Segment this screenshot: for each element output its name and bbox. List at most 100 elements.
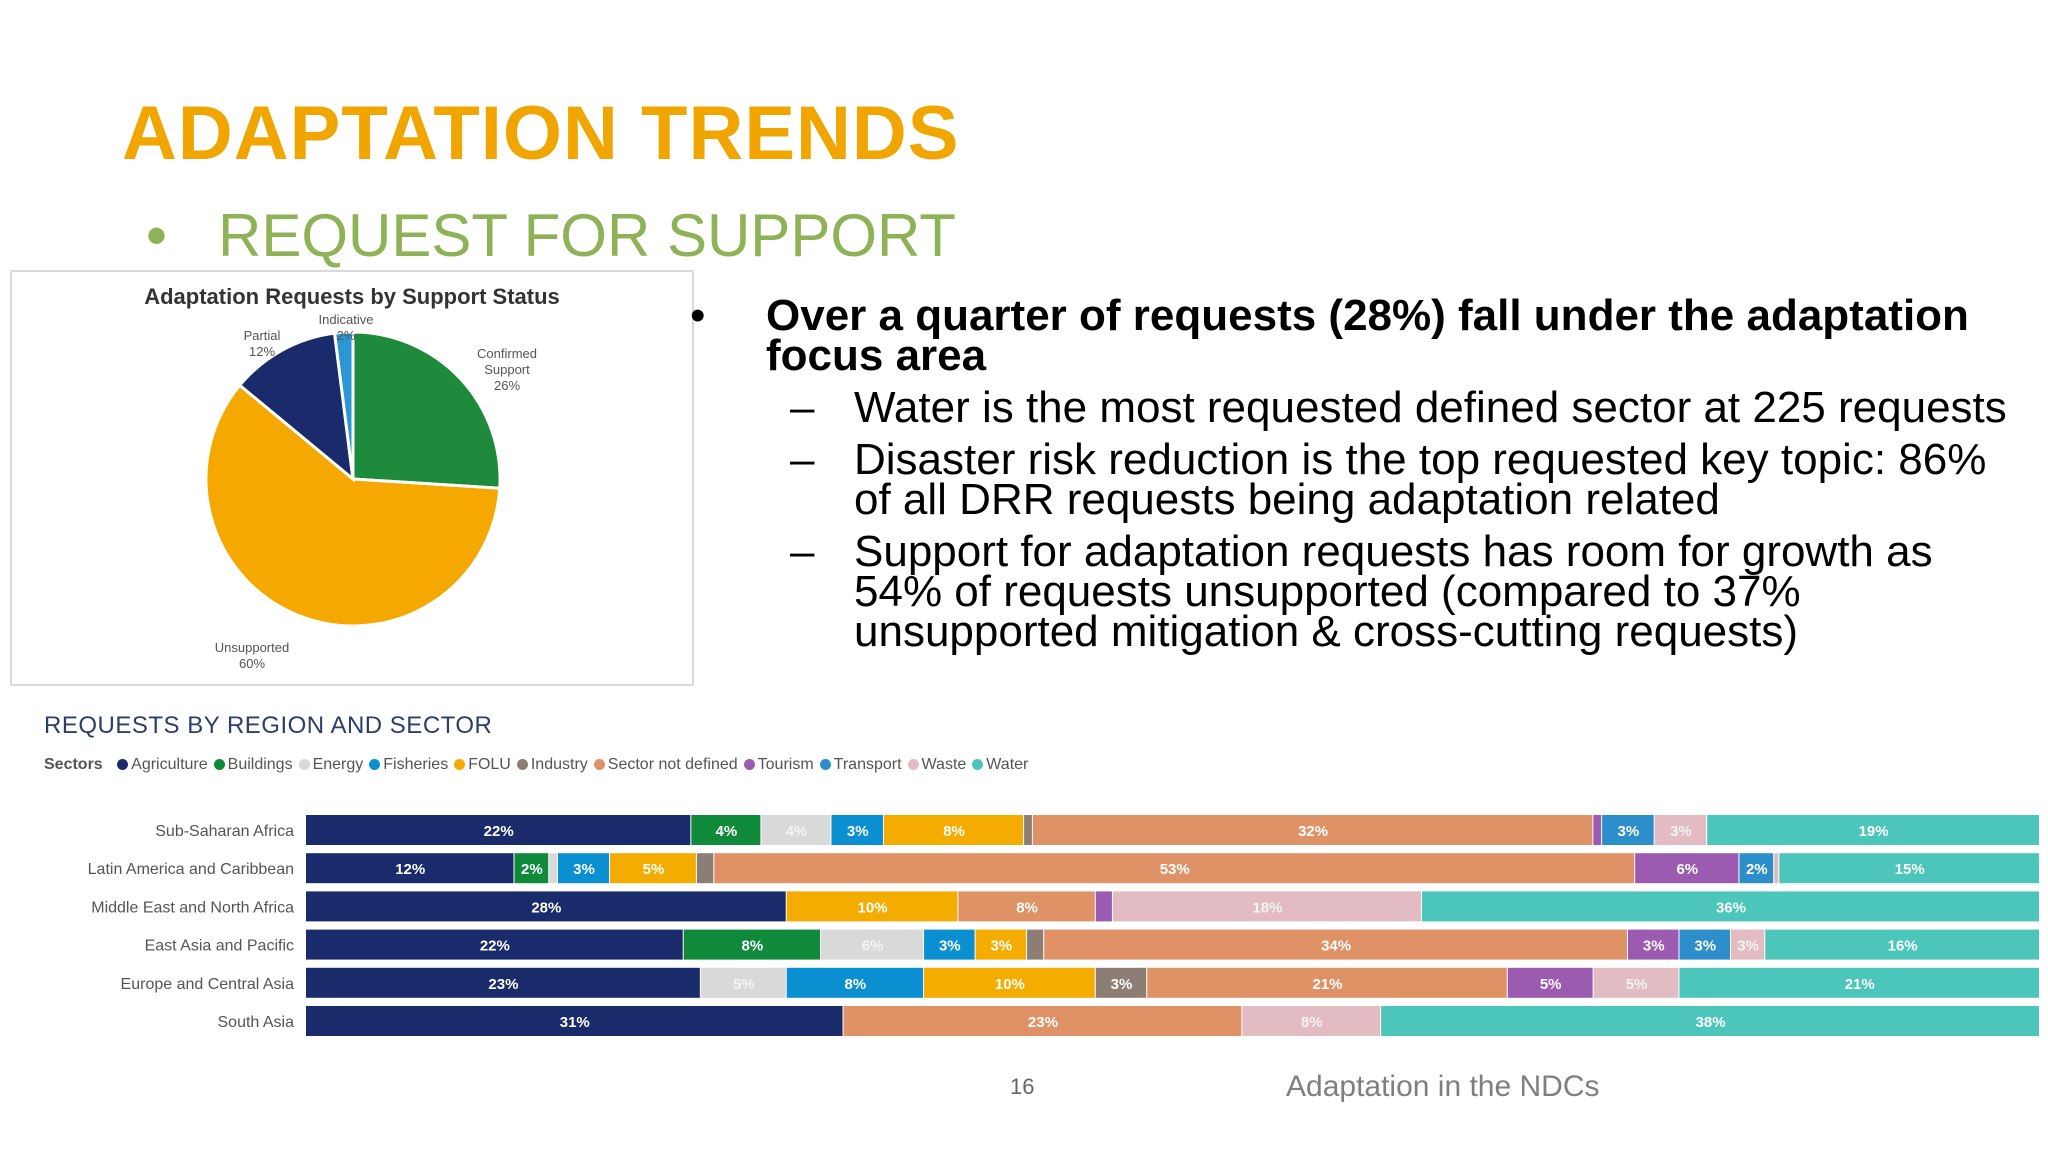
bar-segment xyxy=(1095,891,1112,922)
bar-data-label: 31% xyxy=(560,1014,590,1031)
legend-label: Buildings xyxy=(227,756,293,773)
pie-label-indicative: Indicative 2% xyxy=(296,312,396,344)
bar-data-label: 12% xyxy=(395,861,425,878)
bar-segment xyxy=(1593,967,1679,998)
legend-label: Fisheries xyxy=(383,756,449,773)
bar-segment xyxy=(1095,967,1147,998)
legend-label: Transport xyxy=(833,756,902,773)
legend-swatch xyxy=(907,759,919,770)
bar-segment xyxy=(610,853,696,884)
legend-item: Industry xyxy=(516,756,588,773)
legend-item: Waste xyxy=(907,756,967,773)
pie-slice-confirmed-support xyxy=(351,330,502,490)
bar-data-label: 6% xyxy=(1676,861,1698,878)
bar-segment xyxy=(1242,1006,1381,1036)
main-bullet: • Over a quarter of requests (28%) fall … xyxy=(690,294,2030,378)
bar-segment xyxy=(700,967,786,998)
sub-bullet-marker: – xyxy=(790,383,815,432)
bar-segment xyxy=(1027,929,1044,960)
legend-swatch xyxy=(298,759,310,770)
bar-segment xyxy=(1774,853,1779,884)
bar-data-label: 8% xyxy=(1301,1014,1323,1031)
bar-data-label: 22% xyxy=(484,823,514,840)
bar-segment xyxy=(306,929,683,960)
bar-segment xyxy=(549,853,557,884)
bar-segment xyxy=(306,967,700,998)
bar-data-label: 16% xyxy=(1888,938,1918,955)
pie-label-confirmed-name: Confirmed Support xyxy=(477,346,537,377)
bar-segment xyxy=(1593,815,1602,845)
bar-data-label: 8% xyxy=(845,976,867,993)
legend-label: Energy xyxy=(312,756,364,773)
legend-label: Tourism xyxy=(757,756,814,773)
bar-data-label: 3% xyxy=(1618,823,1640,840)
legend-swatch xyxy=(819,759,831,770)
bar-data-label: 19% xyxy=(1859,823,1889,840)
footer-text: Adaptation in the NDCs xyxy=(1286,1070,1600,1103)
pie-label-unsupported: Unsupported 60% xyxy=(192,640,312,672)
bar-segment xyxy=(714,853,1635,884)
pie-slice-indicative xyxy=(332,330,355,480)
legend-swatch xyxy=(213,759,225,770)
category-label: East Asia and Pacific xyxy=(145,938,294,955)
bar-segment xyxy=(1730,929,1765,960)
bar-segment xyxy=(1635,853,1739,884)
legend-swatch xyxy=(117,759,129,770)
bar-data-label: 3% xyxy=(847,823,869,840)
bar-data-label: 3% xyxy=(990,938,1012,955)
bar-segment xyxy=(884,815,1024,845)
bar-segment xyxy=(924,929,975,960)
bar-data-label: 15% xyxy=(1895,861,1925,878)
bar-segment xyxy=(1707,815,2039,845)
bar-segment xyxy=(691,815,761,845)
legend-item: Energy xyxy=(298,756,364,773)
bar-segment xyxy=(1602,815,1654,845)
bar-data-label: 2% xyxy=(1746,861,1768,878)
bar-data-label: 34% xyxy=(1321,938,1351,955)
legend-item: Transport xyxy=(819,756,902,773)
bar-segment xyxy=(831,815,883,845)
bar-segment xyxy=(1654,815,1707,845)
sub-bullet-text: Water is the most requested defined sect… xyxy=(854,383,2007,432)
sub-bullet-marker: – xyxy=(790,527,815,576)
bar-data-label: 3% xyxy=(1111,976,1133,993)
bar-segment xyxy=(557,853,610,884)
legend-item: Agriculture xyxy=(117,756,208,773)
bar-data-label: 4% xyxy=(786,823,808,840)
legend-swatch xyxy=(972,759,984,770)
pie-label-partial: Partial 12% xyxy=(222,328,302,360)
legend-swatch xyxy=(593,759,605,770)
bar-segment xyxy=(975,929,1027,960)
bar-data-label: 21% xyxy=(1845,976,1875,993)
bar-data-label: 8% xyxy=(943,823,965,840)
bar-segment xyxy=(1421,891,2039,922)
bar-data-label: 5% xyxy=(1626,976,1648,993)
pie-slice-unsupported xyxy=(204,383,502,628)
bar-data-label: 5% xyxy=(1540,976,1562,993)
sub-bullet-marker: – xyxy=(790,435,815,484)
bar-segment xyxy=(1024,815,1032,845)
legend-label: Water xyxy=(986,756,1029,773)
pie-chart xyxy=(204,330,502,628)
bar-data-label: 18% xyxy=(1252,899,1282,916)
bar-data-label: 22% xyxy=(480,938,510,955)
bar-data-label: 4% xyxy=(716,823,738,840)
bar-segment xyxy=(696,853,714,884)
pie-chart-panel: Adaptation Requests by Support Status Co… xyxy=(10,270,694,686)
pie-label-confirmed-value: 26% xyxy=(493,378,521,393)
bar-data-label: 53% xyxy=(1160,861,1190,878)
pie-label-partial-value: 12% xyxy=(248,344,276,359)
bar-data-label: 10% xyxy=(995,976,1025,993)
bar-segment xyxy=(924,967,1095,998)
bar-data-label: 2% xyxy=(521,861,543,878)
bar-data-label: 3% xyxy=(1643,938,1665,955)
legend-title: Sectors xyxy=(44,756,103,773)
bar-data-label: 32% xyxy=(1298,823,1328,840)
legend-item: Tourism xyxy=(743,756,814,773)
bar-segment xyxy=(1739,853,1774,884)
legend-item: FOLU xyxy=(454,756,511,773)
legend-label: Waste xyxy=(921,756,967,773)
bar-data-label: 10% xyxy=(858,899,888,916)
bar-segment xyxy=(1627,929,1679,960)
bar-data-label: 38% xyxy=(1696,1014,1726,1031)
